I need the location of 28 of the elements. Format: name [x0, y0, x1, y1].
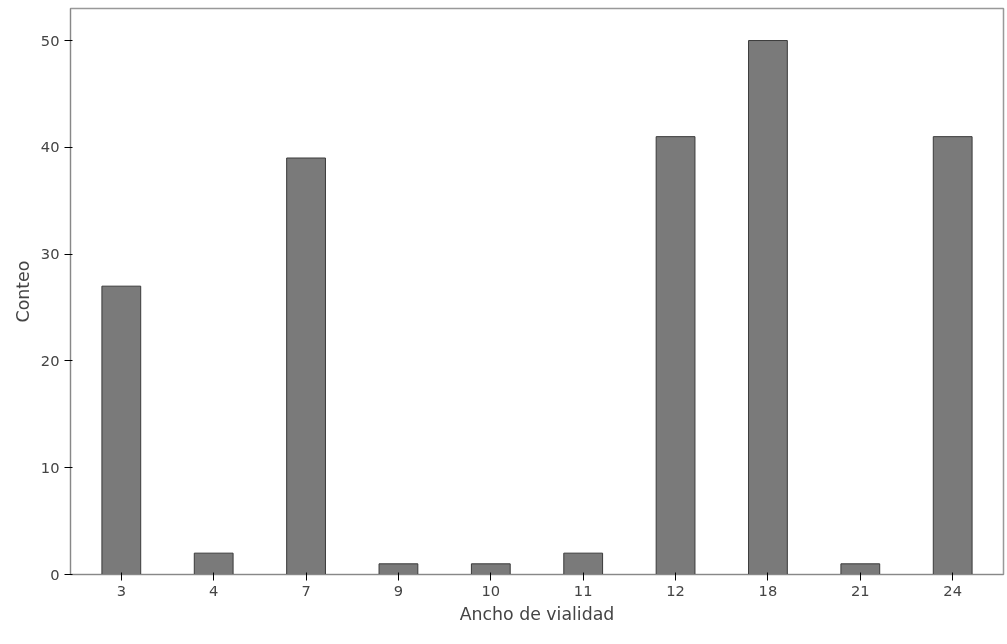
bar [101, 285, 142, 575]
x-tick-label: 18 [758, 581, 778, 599]
bar [378, 563, 419, 575]
y-tick-label: 20 [40, 351, 60, 369]
bar [932, 136, 973, 575]
y-tick-label: 10 [40, 458, 60, 476]
x-tick-label: 10 [481, 581, 501, 599]
bar [286, 157, 326, 575]
x-tick-label: 24 [943, 581, 963, 599]
bar [655, 136, 696, 575]
x-tick-label: 9 [393, 581, 404, 599]
bar [563, 552, 604, 575]
bar [193, 552, 234, 575]
x-tick-label: 7 [301, 581, 311, 599]
bar [470, 563, 511, 575]
y-tick-label: 0 [50, 565, 60, 583]
x-tick-label: 12 [666, 581, 685, 599]
y-tick-label: 50 [40, 31, 60, 49]
x-tick-label: 11 [573, 581, 593, 599]
y-tick-label: 40 [40, 138, 60, 156]
y-tick-label: 30 [40, 245, 60, 263]
y-axis-title: Conteo [12, 260, 33, 323]
x-tick-label: 4 [209, 581, 219, 599]
bar [840, 563, 881, 575]
x-axis-title: Ancho de vialidad [459, 603, 615, 624]
bar [748, 40, 788, 575]
x-tick-label: 3 [116, 581, 126, 599]
x-tick-label: 21 [850, 581, 870, 599]
